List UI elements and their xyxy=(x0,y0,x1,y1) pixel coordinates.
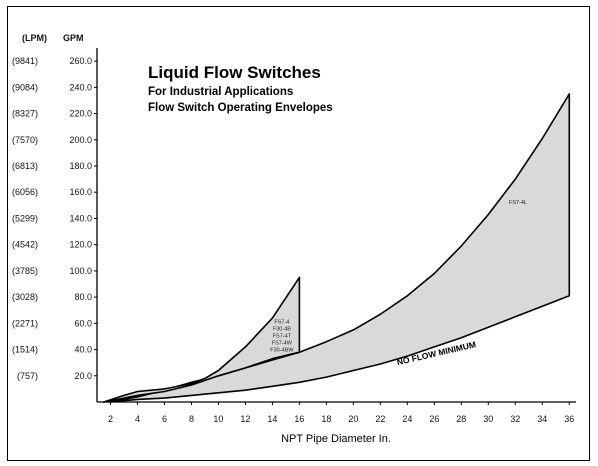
y-tick-lpm: (8327) xyxy=(12,109,38,119)
x-tick-label: 32 xyxy=(510,414,520,424)
y-tick-gpm: 240.0 xyxy=(69,82,92,92)
x-tick-label: 10 xyxy=(213,414,223,424)
x-tick-label: 14 xyxy=(267,414,277,424)
envelope-label-line: F30-4B xyxy=(273,326,291,332)
x-tick-label: 28 xyxy=(456,414,466,424)
x-tick-label: 36 xyxy=(564,414,574,424)
y-tick-labels: 20.0 (757) 40.0 (1514) 60.0 (2271) 80.0 (3028) 1… xyxy=(12,56,97,381)
y-tick-gpm: 20.0 xyxy=(74,371,92,381)
axes-layer xyxy=(96,48,576,403)
x-tick-label: 18 xyxy=(321,414,331,424)
x-tick-label: 6 xyxy=(162,414,167,424)
x-tick-label: 34 xyxy=(537,414,547,424)
chart-title: Liquid Flow Switches xyxy=(148,63,321,82)
envelope-label-line: F30-4BW xyxy=(270,347,294,353)
y-tick-gpm: 180.0 xyxy=(69,161,92,171)
envelope-label-line: FS7-4 xyxy=(274,319,289,325)
envelope-label-line: FS7-4L xyxy=(509,200,527,206)
y-tick-gpm: 120.0 xyxy=(69,240,92,250)
x-tick-label: 12 xyxy=(240,414,250,424)
y-tick-lpm: (6056) xyxy=(12,187,38,197)
y-tick-lpm: (4542) xyxy=(12,240,38,250)
y-tick-lpm: (7570) xyxy=(12,135,38,145)
y-tick-lpm: (757) xyxy=(17,371,38,381)
envelope-label-line: FS7-4W xyxy=(272,340,293,346)
y-tick-lpm: (3785) xyxy=(12,266,38,276)
chart-frame xyxy=(7,6,590,461)
envelope-layer xyxy=(102,93,571,403)
x-tick-label: 20 xyxy=(348,414,358,424)
y-tick-gpm: 220.0 xyxy=(69,109,92,119)
chart-subtitle-2: Flow Switch Operating Envelopes xyxy=(148,102,333,114)
y-tick-lpm: (3028) xyxy=(12,292,38,302)
x-tick-label: 30 xyxy=(483,414,493,424)
y-tick-lpm: (9841) xyxy=(12,56,38,66)
y-tick-gpm: 140.0 xyxy=(69,213,92,223)
y-tick-lpm: (6813) xyxy=(12,161,38,171)
envelope-label-line: FS7-4T xyxy=(273,333,292,339)
y-tick-lpm: (9084) xyxy=(12,82,38,92)
x-axis-label: NPT Pipe Diameter In. xyxy=(281,433,391,445)
y-tick-lpm: (1514) xyxy=(12,345,38,355)
x-tick-label: 22 xyxy=(375,414,385,424)
y-tick-gpm: 100.0 xyxy=(69,266,92,276)
y-unit-gpm: GPM xyxy=(63,33,84,43)
y-tick-gpm: 60.0 xyxy=(74,318,92,328)
y-tick-gpm: 40.0 xyxy=(74,345,92,355)
y-tick-gpm: 200.0 xyxy=(69,135,92,145)
envelope-fs7-4 xyxy=(102,276,301,403)
x-tick-label: 4 xyxy=(135,414,140,424)
x-tick-label: 24 xyxy=(402,414,412,424)
y-unit-lpm: (LPM) xyxy=(22,33,47,43)
x-tick-label: 8 xyxy=(189,414,194,424)
x-tick-labels: 2 4 6 8 10 12 14 16 18 20 22 24 26 28 30 32 34 36 xyxy=(108,402,574,424)
chart-subtitle-1: For Industrial Applications xyxy=(148,86,293,98)
envelope-fs7-4l xyxy=(109,93,571,403)
y-tick-gpm: 260.0 xyxy=(69,56,92,66)
y-tick-lpm: (2271) xyxy=(12,318,38,328)
y-tick-lpm: (5299) xyxy=(12,213,38,223)
x-tick-label: 16 xyxy=(294,414,304,424)
y-tick-gpm: 80.0 xyxy=(74,292,92,302)
x-tick-label: 2 xyxy=(108,414,113,424)
x-tick-label: 26 xyxy=(429,414,439,424)
y-tick-gpm: 160.0 xyxy=(69,187,92,197)
